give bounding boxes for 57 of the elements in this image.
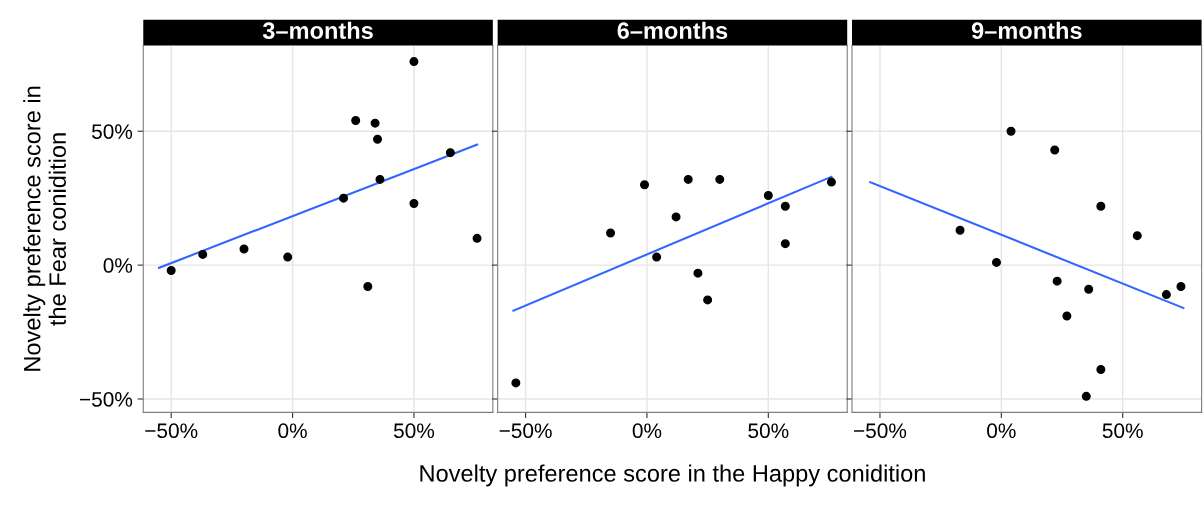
- point: [283, 252, 293, 262]
- point: [683, 174, 693, 184]
- x-tick-label: −50%: [145, 423, 198, 439]
- chart-title: 9–months: [971, 21, 1082, 40]
- x-tick-label: −50%: [499, 423, 552, 439]
- y-tick-label: 0%: [103, 258, 133, 273]
- point: [1161, 290, 1171, 300]
- y-axis-title: Novelty preference score in the Fear conidition: [23, 86, 66, 371]
- x-tick-label: 0%: [278, 423, 307, 439]
- point: [826, 177, 836, 187]
- x-tick-label: 50%: [748, 423, 789, 439]
- point: [1050, 145, 1060, 155]
- point: [715, 174, 725, 184]
- point: [763, 190, 773, 200]
- point: [409, 199, 419, 209]
- point: [363, 282, 373, 292]
- point: [351, 116, 361, 126]
- point: [370, 118, 380, 128]
- x-tick-label: 50%: [1102, 423, 1143, 439]
- point: [1096, 201, 1106, 211]
- x-tick-label: 0%: [632, 423, 662, 439]
- point: [373, 134, 383, 144]
- point: [472, 233, 482, 243]
- point: [445, 148, 455, 158]
- point: [671, 212, 681, 222]
- chart-title: 3–months: [262, 21, 373, 40]
- point: [1006, 126, 1016, 136]
- chart-title: 6–months: [617, 21, 728, 40]
- point: [780, 201, 790, 211]
- point: [339, 193, 349, 203]
- point: [1081, 391, 1091, 401]
- x-tick-label: 50%: [393, 423, 435, 439]
- y-tick-label: −50%: [80, 392, 133, 407]
- y-tick-label: 50%: [92, 124, 133, 139]
- point: [1084, 284, 1094, 294]
- point: [780, 239, 790, 249]
- point: [166, 265, 176, 275]
- point: [606, 228, 616, 238]
- point: [1062, 311, 1072, 321]
- point: [693, 268, 703, 278]
- point: [511, 378, 521, 388]
- x-axis-title: Novelty preference score in the Happy conidition: [420, 464, 925, 487]
- point: [640, 180, 650, 190]
- point: [652, 252, 662, 262]
- point: [409, 57, 419, 67]
- point: [1176, 282, 1186, 292]
- point: [1096, 365, 1106, 375]
- point: [1052, 276, 1062, 286]
- point: [703, 295, 713, 305]
- point: [991, 257, 1001, 267]
- point: [239, 244, 249, 254]
- point: [375, 174, 385, 184]
- point: [955, 225, 965, 235]
- point: [198, 249, 208, 259]
- x-tick-label: 0%: [987, 423, 1016, 439]
- x-tick-label: −50%: [854, 423, 907, 439]
- point: [1132, 231, 1142, 241]
